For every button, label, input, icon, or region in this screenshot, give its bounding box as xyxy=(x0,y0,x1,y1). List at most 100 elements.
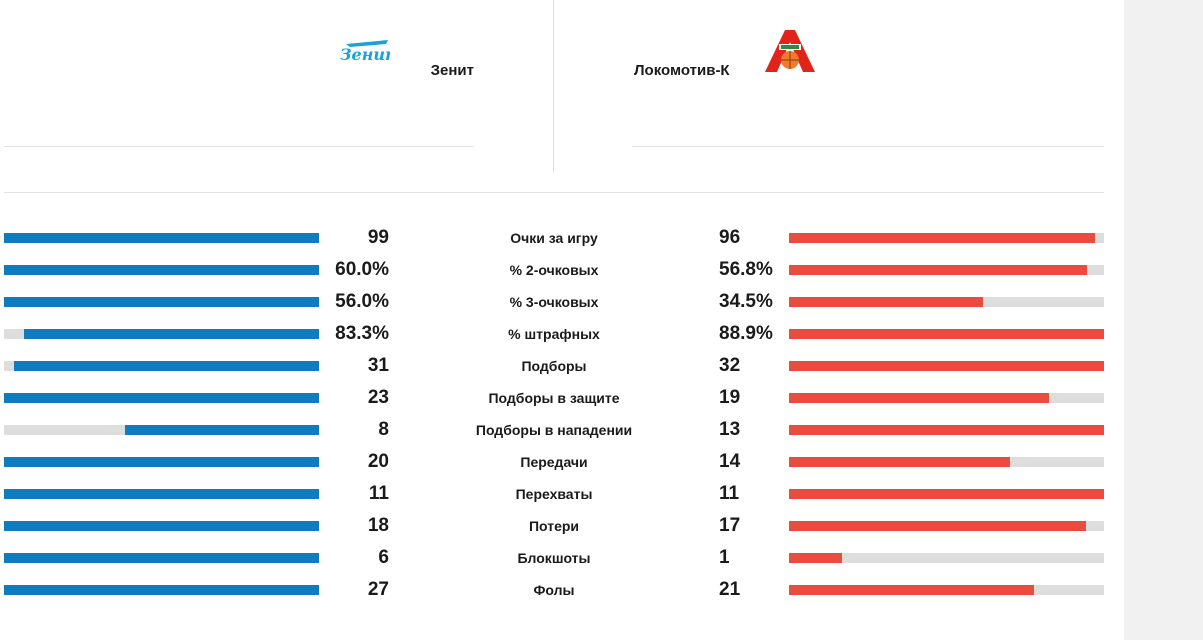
header-separator-left xyxy=(4,146,474,147)
away-stat-bar xyxy=(789,425,1104,435)
away-stat-bar-fill xyxy=(789,553,842,563)
stats-comparison-list: 99 Очки за игру 96 60.0% % 2-очковых 56.8% 56.… xyxy=(0,223,1124,607)
stat-label: Передачи xyxy=(520,454,588,470)
away-stat-bar-fill xyxy=(789,585,1035,595)
away-stat-bar-fill xyxy=(789,393,1050,403)
home-stat-value: 83.3% xyxy=(335,323,389,344)
home-stat-value: 27 xyxy=(367,579,389,600)
stat-row: 31 Подборы 32 xyxy=(0,351,1124,383)
home-stat-bar-fill xyxy=(4,521,319,531)
stat-row: 60.0% % 2-очковых 56.8% xyxy=(0,255,1124,287)
away-stat-bar-fill xyxy=(789,521,1087,531)
home-stat-bar-fill xyxy=(4,489,319,499)
home-stat-value: 6 xyxy=(378,547,389,568)
home-stat-bar xyxy=(4,233,319,243)
away-stat-value: 96 xyxy=(719,227,741,248)
home-stat-value: 20 xyxy=(367,451,389,472)
home-stat-bar-fill xyxy=(4,553,319,563)
stat-label: % 2-очковых xyxy=(509,262,599,278)
stat-row: 20 Передачи 14 xyxy=(0,447,1124,479)
home-stat-bar xyxy=(4,489,319,499)
home-stat-bar xyxy=(4,585,319,595)
home-stat-bar xyxy=(4,297,319,307)
stat-row: 23 Подборы в защите 19 xyxy=(0,383,1124,415)
away-stat-bar xyxy=(789,233,1104,243)
away-stat-bar xyxy=(789,585,1104,595)
home-team-name: Зенит xyxy=(430,62,474,79)
away-stat-bar-fill xyxy=(789,361,1104,371)
stat-label: Фолы xyxy=(533,582,575,598)
stat-row: 6 Блокшоты 1 xyxy=(0,543,1124,575)
away-stat-bar xyxy=(789,297,1104,307)
right-gutter xyxy=(1124,0,1203,640)
stat-label: Подборы xyxy=(521,358,587,374)
stat-label: % 3-очковых xyxy=(509,294,599,310)
home-stat-value: 8 xyxy=(378,419,389,440)
lokomotiv-logo-icon xyxy=(765,30,815,72)
stat-label: Перехваты xyxy=(515,486,593,502)
header-divider xyxy=(553,0,554,172)
away-stat-bar-fill xyxy=(789,297,984,307)
stat-label: Подборы в нападении xyxy=(475,422,633,438)
stat-row: 11 Перехваты 11 xyxy=(0,479,1124,511)
away-stat-value: 32 xyxy=(719,355,741,376)
home-stat-bar-fill xyxy=(4,585,319,595)
away-stat-bar xyxy=(789,265,1104,275)
home-stat-bar xyxy=(4,521,319,531)
away-stat-value: 13 xyxy=(719,419,741,440)
away-stat-value: 88.9% xyxy=(719,323,773,344)
away-stat-bar-fill xyxy=(789,425,1104,435)
stat-row: 56.0% % 3-очковых 34.5% xyxy=(0,287,1124,319)
home-stat-value: 99 xyxy=(367,227,389,248)
away-stat-bar xyxy=(789,489,1104,499)
away-stat-value: 14 xyxy=(719,451,741,472)
stat-row: 99 Очки за игру 96 xyxy=(0,223,1124,255)
stat-label: Потери xyxy=(528,518,580,534)
away-stat-value: 56.8% xyxy=(719,259,773,280)
home-stat-value: 60.0% xyxy=(335,259,389,280)
home-stat-value: 18 xyxy=(367,515,389,536)
away-stat-bar-fill xyxy=(789,457,1010,467)
home-stat-value: 23 xyxy=(367,387,389,408)
stat-row: 8 Подборы в нападении 13 xyxy=(0,415,1124,447)
stat-label: % штрафных xyxy=(508,326,600,342)
home-stat-bar-fill xyxy=(13,361,319,371)
home-stat-value: 11 xyxy=(368,483,389,504)
away-stat-value: 34.5% xyxy=(719,291,773,312)
home-stat-bar xyxy=(4,457,319,467)
home-stat-bar-fill xyxy=(23,329,319,339)
away-stat-value: 11 xyxy=(719,483,740,504)
away-stat-bar xyxy=(789,393,1104,403)
stat-row: 27 Фолы 21 xyxy=(0,575,1124,607)
header-separator xyxy=(4,192,1104,193)
away-stat-bar xyxy=(789,553,1104,563)
zenit-logo-icon: Зенит xyxy=(340,40,390,64)
home-stat-bar-fill xyxy=(4,233,319,243)
home-stat-bar xyxy=(4,361,319,371)
away-stat-bar xyxy=(789,521,1104,531)
home-stat-bar xyxy=(4,553,319,563)
home-stat-bar-fill xyxy=(125,425,319,435)
home-stat-bar-fill xyxy=(4,457,319,467)
away-stat-bar-fill xyxy=(789,265,1087,275)
away-stat-bar-fill xyxy=(789,489,1104,499)
home-stat-bar-fill xyxy=(4,297,319,307)
header-separator-right xyxy=(632,146,1104,147)
away-stat-bar-fill xyxy=(789,329,1104,339)
match-header: Зенит Зенит Локомотив-К xyxy=(0,0,1124,195)
stat-label: Очки за игру xyxy=(510,230,598,246)
away-stat-bar-fill xyxy=(789,233,1095,243)
home-stat-bar-fill xyxy=(4,393,319,403)
away-stat-value: 19 xyxy=(719,387,741,408)
away-stat-value: 1 xyxy=(719,547,730,568)
away-stat-bar xyxy=(789,329,1104,339)
stat-label: Подборы в защите xyxy=(488,390,620,406)
away-stat-value: 17 xyxy=(719,515,741,536)
home-stat-bar xyxy=(4,393,319,403)
home-stat-bar-fill xyxy=(4,265,319,275)
stat-row: 18 Потери 17 xyxy=(0,511,1124,543)
home-stat-bar xyxy=(4,425,319,435)
away-stat-bar xyxy=(789,361,1104,371)
stat-row: 83.3% % штрафных 88.9% xyxy=(0,319,1124,351)
home-stat-bar xyxy=(4,329,319,339)
